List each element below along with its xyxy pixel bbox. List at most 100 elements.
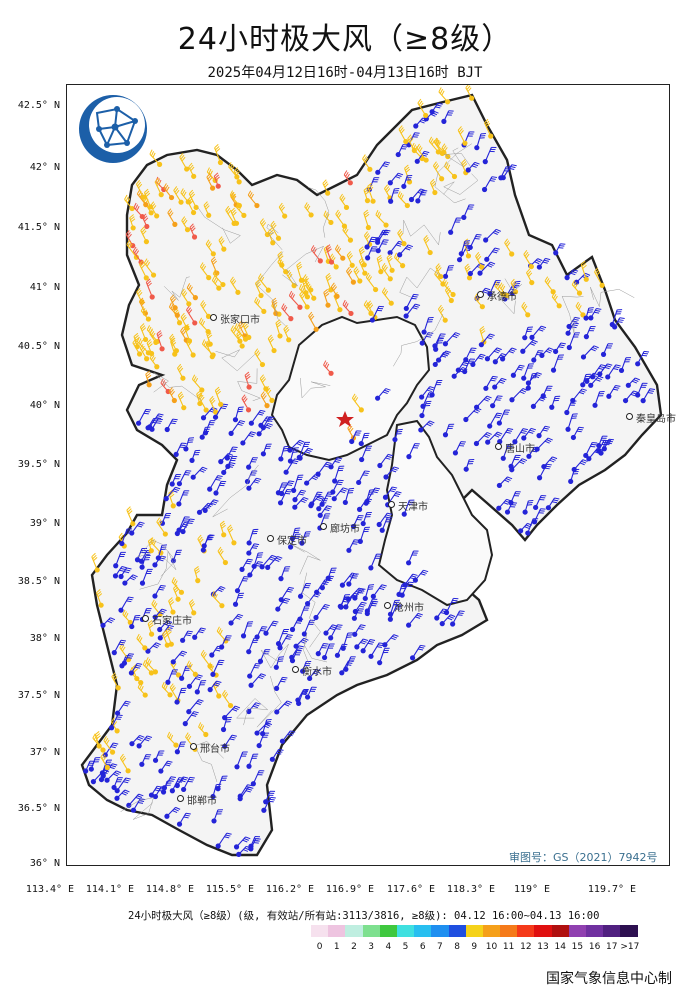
city-label: 唐山市	[505, 444, 535, 455]
legend-level: 0	[316, 942, 323, 952]
producer-credit: 国家气象信息中心制	[546, 971, 672, 987]
longitude-label: 115.5° E	[205, 884, 255, 895]
city-marker-icon	[292, 666, 299, 673]
latitude-label: 37.5° N	[17, 690, 60, 701]
county-borders	[120, 143, 635, 820]
legend-swatch	[534, 925, 552, 937]
legend-title: 24小时极大风（≥8级）(级, 有效站/所有站:3113/3816, ≥8级):…	[128, 910, 600, 922]
legend-swatch	[379, 925, 397, 937]
legend-swatch	[586, 925, 604, 937]
legend-swatch	[448, 925, 466, 937]
longitude-label: 113.4° E	[25, 884, 75, 895]
city-label: 石家庄市	[152, 616, 192, 627]
legend-level: 7	[437, 942, 443, 952]
legend-level: 13	[537, 942, 549, 952]
legend-level: >17	[620, 942, 640, 952]
legend-swatch	[431, 925, 449, 937]
legend-level: 3	[368, 942, 375, 952]
latitude-label: 37° N	[29, 747, 60, 758]
city-label: 沧州市	[394, 603, 424, 614]
latitude-label: 40.5° N	[17, 341, 60, 352]
city-label: 邢台市	[200, 744, 230, 755]
latitude-label: 41.5° N	[17, 222, 60, 233]
cma-logo-icon	[79, 95, 147, 163]
city-label: 保定市	[277, 536, 307, 547]
legend-level: 5	[402, 942, 409, 952]
latitude-label: 38.5° N	[17, 576, 60, 587]
legend-level: 2	[351, 942, 357, 952]
latitude-label: 40° N	[29, 400, 60, 411]
legend-swatch	[500, 925, 518, 937]
legend-level: 12	[520, 942, 532, 952]
legend-level: 15	[571, 942, 584, 952]
legend-swatch	[362, 925, 380, 937]
legend-level: 17	[606, 942, 618, 952]
legend-swatch	[396, 925, 415, 937]
legend-level: 6	[419, 942, 426, 952]
legend-swatch	[311, 925, 329, 937]
wind-map: 审图号：GS（2021）7942号	[66, 84, 670, 866]
city-label: 秦皇岛市	[636, 414, 676, 425]
legend-level: 9	[471, 942, 478, 952]
wind-station-markers	[83, 85, 656, 857]
legend-swatch	[517, 925, 535, 937]
latitude-label: 42.5° N	[17, 100, 60, 111]
map-approval-number: 审图号：GS（2021）7942号	[509, 851, 658, 864]
city-marker-icon	[388, 501, 395, 508]
latitude-label: 36.5° N	[17, 803, 60, 814]
capital-star-icon	[336, 411, 354, 427]
latitude-label: 39.5° N	[17, 459, 60, 470]
city-label: 承德市	[487, 292, 517, 303]
city-marker-icon	[267, 535, 274, 542]
map-canvas	[80, 85, 663, 857]
map-subtitle: 2025年04月12日16时-04月13日16时 BJT	[207, 65, 483, 81]
province-outline	[80, 93, 663, 857]
map-title: 24小时极大风（≥8级）	[177, 22, 513, 57]
legend-level: 11	[502, 942, 515, 952]
city-marker-icon	[320, 523, 327, 530]
legend-level: 8	[454, 942, 460, 952]
legend-level: 14	[554, 942, 566, 952]
longitude-label: 118.3° E	[446, 884, 496, 895]
city-marker-icon	[384, 602, 391, 609]
city-label: 邯郸市	[187, 796, 217, 807]
longitude-label: 119.7° E	[587, 884, 637, 895]
legend-swatch	[620, 925, 638, 937]
legend-swatch	[568, 925, 586, 937]
longitude-label: 114.1° E	[85, 884, 135, 895]
city-marker-icon	[190, 743, 197, 750]
legend-swatch	[603, 925, 621, 937]
city-marker-icon	[210, 314, 217, 321]
city-marker-icon	[495, 443, 502, 450]
legend-swatch	[414, 925, 432, 937]
city-label: 廊坊市	[330, 524, 360, 535]
longitude-label: 116.9° E	[325, 884, 375, 895]
longitude-label: 119° E	[513, 884, 551, 895]
latitude-label: 42° N	[29, 162, 60, 173]
legend-level: 16	[588, 942, 601, 952]
city-label: 衡水市	[302, 667, 332, 678]
latitude-label: 39° N	[29, 518, 60, 529]
tianjin-outline	[377, 419, 494, 607]
city-marker-icon	[142, 615, 149, 622]
legend-level: 1	[333, 942, 340, 952]
legend-color-bar	[311, 925, 638, 937]
legend-swatch	[551, 925, 569, 937]
city-label: 张家口市	[220, 315, 260, 326]
legend-level-labels: 0 1 2 3 4 5 6 7 8 9 10 11 12 13 14 15 16 17 >17	[311, 942, 640, 952]
city-marker-icon	[477, 291, 484, 298]
longitude-label: 114.8° E	[145, 884, 195, 895]
longitude-label: 116.2° E	[265, 884, 315, 895]
latitude-label: 36° N	[29, 858, 60, 869]
city-label: 天津市	[398, 502, 428, 513]
legend-swatch	[345, 925, 363, 937]
legend-swatch	[328, 925, 346, 937]
city-marker-icon	[626, 413, 633, 420]
legend-swatch	[465, 925, 483, 937]
latitude-label: 41° N	[29, 282, 60, 293]
latitude-label: 38° N	[29, 633, 60, 644]
city-marker-icon	[177, 795, 184, 802]
legend-swatch	[482, 925, 501, 937]
legend-level: 4	[385, 942, 392, 952]
longitude-label: 117.6° E	[386, 884, 436, 895]
